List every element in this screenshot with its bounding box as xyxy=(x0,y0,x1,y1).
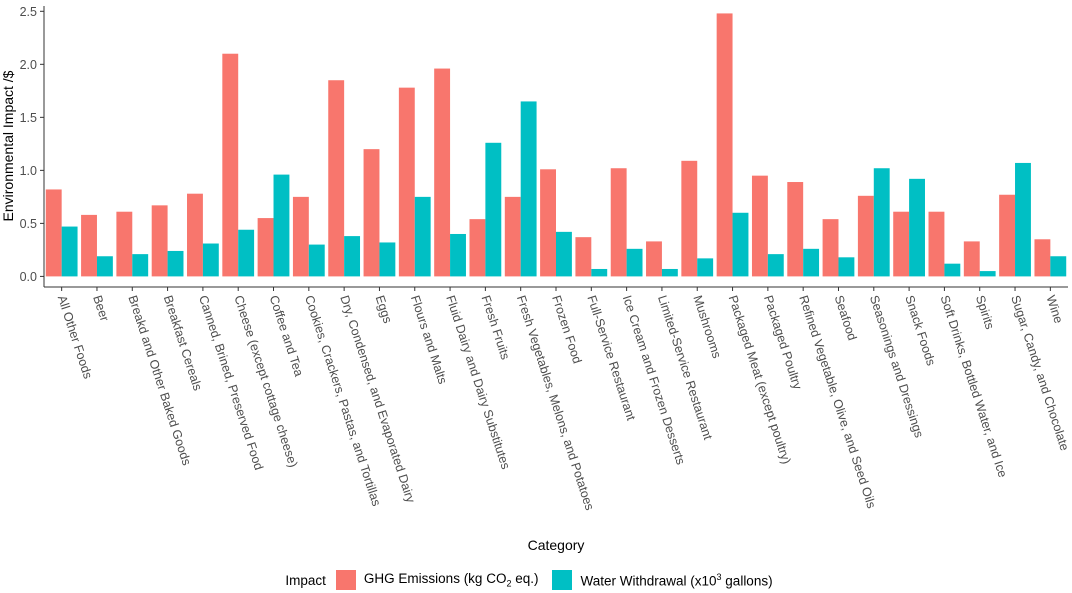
bar-water-3 xyxy=(167,250,184,277)
x-tick-label: Mushrooms xyxy=(690,294,723,360)
x-tick-label: Refined Vegetable, Olive, and Seed Oils xyxy=(796,294,878,510)
y-tick-label: 2.0 xyxy=(20,58,37,72)
y-axis-ticks: 0.0 0.5 1.0 1.5 2.0 2.5 xyxy=(20,5,44,284)
bar-water-8 xyxy=(344,236,361,277)
bar-ghg-21 xyxy=(787,182,804,277)
bar-ghg-16 xyxy=(610,168,627,277)
legend-title: Impact xyxy=(285,572,326,588)
bar-ghg-24 xyxy=(893,211,910,277)
bar-water-28 xyxy=(1050,256,1067,277)
x-tick-label: Fresh Vegetables, Melons, and Potatoes xyxy=(514,294,597,512)
bar-ghg-27 xyxy=(999,194,1016,277)
bar-ghg-5 xyxy=(222,53,239,277)
bar-ghg-25 xyxy=(928,211,945,277)
bar-water-23 xyxy=(873,168,890,277)
bar-water-18 xyxy=(697,258,714,277)
y-tick-label: 0.0 xyxy=(20,270,37,284)
bar-ghg-12 xyxy=(469,219,486,277)
bar-ghg-22 xyxy=(822,219,839,277)
x-tick-label: Beer xyxy=(90,294,111,323)
bar-water-7 xyxy=(308,244,325,277)
bar-ghg-13 xyxy=(504,196,521,277)
x-tick-label: Breakfast Cereals xyxy=(161,294,205,393)
bar-ghg-7 xyxy=(292,196,309,277)
bar-water-13 xyxy=(520,101,537,277)
bar-ghg-2 xyxy=(116,211,133,277)
bar-water-9 xyxy=(379,242,396,277)
bar-water-1 xyxy=(96,256,113,277)
bar-ghg-28 xyxy=(1034,239,1051,277)
x-tick-label: Packaged Poultry xyxy=(761,294,805,392)
bar-water-26 xyxy=(979,271,996,277)
x-tick-label: Fresh Fruits xyxy=(479,294,513,362)
bar-ghg-8 xyxy=(328,80,345,277)
legend-swatch-ghg xyxy=(335,570,356,590)
bar-water-11 xyxy=(450,233,466,277)
bar-water-22 xyxy=(838,257,855,277)
x-tick-label: Spirits xyxy=(973,294,997,331)
x-tick-label: Eggs xyxy=(373,294,395,325)
x-tick-label: Canned, Brined, Preserved Food xyxy=(196,294,266,472)
bar-water-24 xyxy=(909,178,925,277)
bar-water-12 xyxy=(485,142,502,277)
bar-water-16 xyxy=(626,248,643,277)
bars-layer xyxy=(45,13,1067,277)
legend: Impact GHG Emissions (kg CO2 eq.) Water … xyxy=(0,568,1072,592)
legend-item-water: Water Withdrawal (x103 gallons) xyxy=(552,570,773,590)
bar-ghg-18 xyxy=(681,160,698,277)
bar-water-17 xyxy=(661,268,678,277)
y-tick-label: 2.5 xyxy=(20,5,37,19)
bar-water-2 xyxy=(132,254,149,277)
x-tick-label: Frozen Food xyxy=(549,294,584,366)
bar-ghg-11 xyxy=(434,68,451,277)
x-axis-title: Category xyxy=(528,537,585,553)
bar-ghg-9 xyxy=(363,149,380,277)
legend-swatch-water xyxy=(552,570,573,590)
legend-label-ghg: GHG Emissions (kg CO2 eq.) xyxy=(363,571,539,589)
bar-ghg-10 xyxy=(398,87,415,277)
bar-ghg-0 xyxy=(45,189,62,277)
x-tick-label: Flours and Malts xyxy=(408,294,450,386)
bar-water-27 xyxy=(1015,162,1031,277)
bar-ghg-17 xyxy=(646,241,662,277)
y-tick-label: 1.0 xyxy=(20,164,37,178)
legend-label-water: Water Withdrawal (x103 gallons) xyxy=(580,571,773,589)
bar-ghg-6 xyxy=(257,218,274,277)
bar-water-20 xyxy=(767,254,784,277)
bar-water-10 xyxy=(414,196,431,277)
legend-item-ghg: GHG Emissions (kg CO2 eq.) xyxy=(335,570,539,590)
bar-ghg-4 xyxy=(187,193,203,277)
bar-water-14 xyxy=(556,231,572,277)
bar-water-0 xyxy=(61,226,78,277)
bar-ghg-1 xyxy=(81,214,97,277)
bar-water-5 xyxy=(238,229,255,277)
y-tick-label: 1.5 xyxy=(20,111,37,125)
bar-water-4 xyxy=(202,243,219,277)
bar-ghg-20 xyxy=(751,175,768,277)
bar-water-15 xyxy=(591,268,608,277)
bar-ghg-23 xyxy=(857,195,874,277)
bar-ghg-19 xyxy=(716,13,733,277)
x-tick-label: Fluid Dairy and Dairy Substitutes xyxy=(443,294,513,471)
y-tick-label: 0.5 xyxy=(20,217,37,231)
bar-water-25 xyxy=(944,263,961,277)
y-axis-title: Environmental Impact /$ xyxy=(0,70,16,221)
x-tick-label: All Other Foods xyxy=(55,294,95,381)
x-tick-label: Wine xyxy=(1043,294,1065,325)
x-tick-label: Coffee and Tea xyxy=(267,294,306,379)
bar-ghg-14 xyxy=(540,169,556,277)
x-tick-label: Seafood xyxy=(832,294,860,343)
bar-ghg-15 xyxy=(575,237,592,277)
x-tick-label: Snack Foods xyxy=(902,294,938,368)
bar-ghg-3 xyxy=(151,205,168,277)
x-tick-label: Cheese (except cottage cheese) xyxy=(231,294,300,469)
bar-water-19 xyxy=(732,212,749,277)
bar-water-21 xyxy=(803,248,820,277)
bar-water-6 xyxy=(273,174,290,277)
x-tick-label: Soft Drinks, Bottled Water, and Ice xyxy=(938,294,1010,480)
bar-ghg-26 xyxy=(963,241,980,277)
